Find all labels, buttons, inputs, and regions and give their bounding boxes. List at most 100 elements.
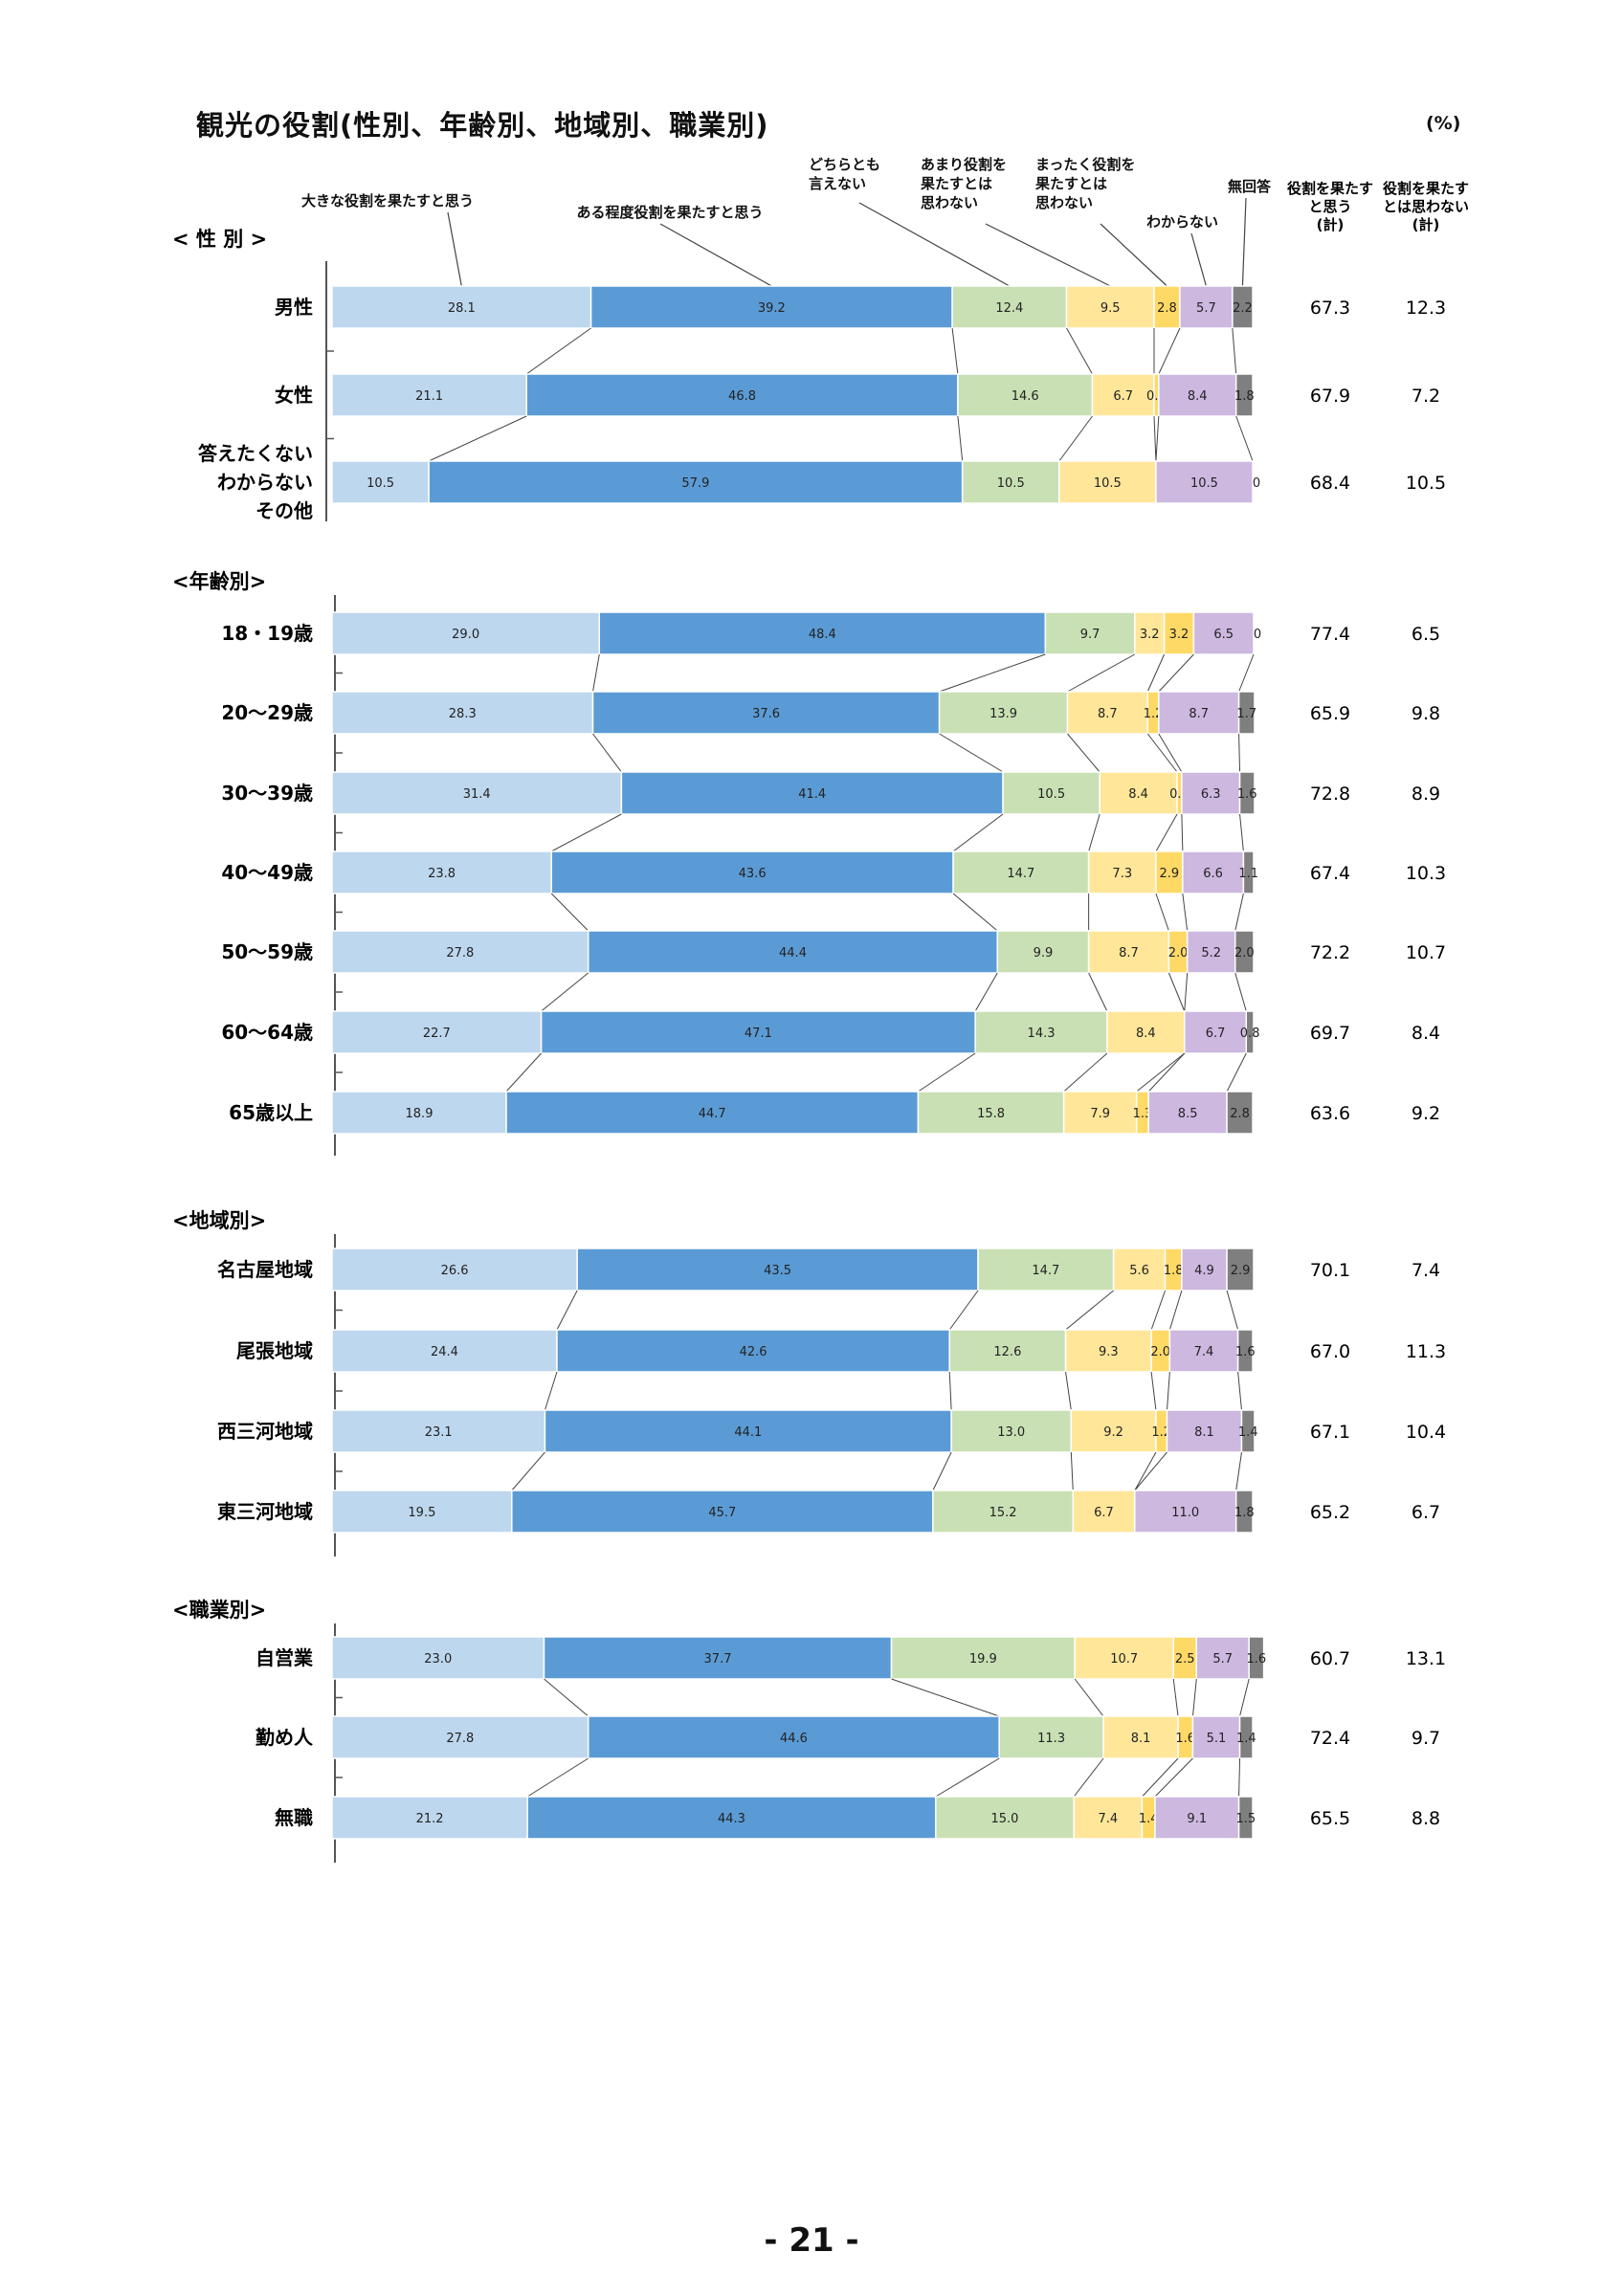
data-label: 2.8 [1230, 1107, 1250, 1121]
data-label: 7.4 [1194, 1345, 1214, 1359]
bar-segment [1134, 1490, 1237, 1534]
data-label: 1.4 [1139, 1812, 1159, 1826]
connector-line [1184, 972, 1189, 1012]
data-label: 10.7 [1110, 1652, 1138, 1667]
data-label: 2.9 [1231, 1264, 1251, 1278]
category-label: 20～29歳 [221, 701, 313, 724]
connector-line [505, 1052, 542, 1093]
category-label: 30～39歳 [221, 782, 313, 805]
data-label: 22.7 [423, 1027, 451, 1041]
disagree-total: 9.8 [1412, 703, 1440, 724]
bar-segment [1147, 1091, 1228, 1135]
data-label: 46.8 [728, 389, 756, 404]
connector-line [511, 1451, 545, 1491]
connector-line [1142, 1757, 1179, 1798]
connector-line [544, 1371, 558, 1411]
connector-line [891, 1678, 1000, 1717]
data-label: 0.8 [1240, 1027, 1260, 1041]
bar-segment [1248, 1636, 1265, 1680]
data-label: 28.3 [449, 707, 477, 721]
legend-leader-line [447, 211, 462, 287]
connector-line [1067, 733, 1101, 773]
data-label: 31.4 [463, 787, 491, 802]
bar-segment [526, 1796, 937, 1840]
connector-line [1234, 972, 1247, 1012]
connector-line [544, 1678, 589, 1717]
category-label: 50～59歳 [221, 940, 313, 963]
bar-segment [1226, 1091, 1254, 1135]
connector-line [932, 1451, 952, 1491]
data-label: 1.8 [1234, 1506, 1255, 1520]
bar-segment [974, 1010, 1108, 1054]
bar-segment [1184, 1010, 1248, 1054]
bar-segment [1065, 285, 1155, 329]
bar-segment [1106, 1010, 1186, 1054]
disagree-total: 10.4 [1406, 1422, 1446, 1443]
bar-segment [1166, 1409, 1243, 1453]
bar-segment [996, 930, 1090, 974]
connector-line [1158, 653, 1194, 693]
bar-segment [952, 850, 1090, 894]
agree-total: 72.4 [1310, 1728, 1350, 1749]
category-label: 名古屋地域 [217, 1258, 313, 1281]
data-label: 57.9 [681, 476, 709, 491]
connector-line [1239, 813, 1244, 852]
data-label: 39.2 [758, 301, 786, 316]
data-label: 45.7 [708, 1506, 736, 1520]
data-label: 13.9 [989, 707, 1017, 721]
data-label: 9.9 [1034, 946, 1054, 960]
data-label: 15.0 [991, 1812, 1019, 1826]
category-label: 60～64歳 [221, 1021, 313, 1044]
connector-line [1153, 415, 1157, 462]
unit-label: (%) [1426, 113, 1461, 134]
bar-segment [511, 1490, 934, 1534]
summary-header-1: とは思わない [1383, 198, 1469, 215]
bar-segment [1192, 611, 1255, 655]
data-label: 5.6 [1129, 1264, 1149, 1278]
connector-line [1155, 415, 1160, 462]
connector-line [1155, 813, 1178, 852]
bar-segment [1181, 1247, 1228, 1292]
data-label: 9.5 [1101, 301, 1121, 316]
connector-line [428, 415, 527, 462]
data-label: 28.1 [448, 301, 476, 316]
connector-line [1154, 1757, 1193, 1798]
connector-line [1067, 653, 1136, 693]
data-label: 18.9 [406, 1107, 434, 1121]
connector-line [948, 1290, 979, 1331]
connector-line [1074, 1678, 1104, 1717]
agree-total: 65.2 [1310, 1502, 1350, 1523]
data-label: 7.4 [1099, 1812, 1119, 1826]
connector-line [1238, 733, 1241, 773]
data-label: 11.0 [1171, 1506, 1199, 1520]
data-label: 9.1 [1187, 1812, 1207, 1826]
agree-total: 72.2 [1310, 942, 1350, 963]
legend-leader-line [1241, 197, 1247, 287]
data-label: 7.9 [1090, 1107, 1110, 1121]
data-label: 44.6 [780, 1732, 808, 1746]
bar-segment [1070, 1409, 1157, 1453]
agree-total: 67.3 [1310, 298, 1350, 319]
bar-segment [1066, 691, 1149, 735]
bar-segment [1238, 771, 1256, 815]
data-label: 8.4 [1128, 787, 1148, 802]
legend-leader-line [858, 202, 1011, 287]
data-label: 29.0 [452, 628, 479, 642]
data-label: 3.2 [1169, 628, 1189, 642]
data-label: 6.7 [1113, 389, 1133, 404]
connector-line [1146, 733, 1178, 773]
bar-segment [1234, 930, 1255, 974]
data-label: 8.5 [1178, 1107, 1198, 1121]
bar-segment [1179, 285, 1234, 329]
data-label: 1.6 [1247, 1652, 1267, 1667]
data-label: 13.0 [997, 1425, 1025, 1440]
data-label: 15.2 [989, 1506, 1017, 1520]
data-label: 1.6 [1237, 787, 1257, 802]
bar-segment [331, 850, 552, 894]
data-label: 2.0 [1150, 1345, 1170, 1359]
disagree-total: 12.3 [1406, 298, 1446, 319]
data-label: 43.6 [739, 867, 767, 881]
data-label: 11.3 [1037, 1732, 1065, 1746]
data-label: 8.1 [1131, 1732, 1151, 1746]
